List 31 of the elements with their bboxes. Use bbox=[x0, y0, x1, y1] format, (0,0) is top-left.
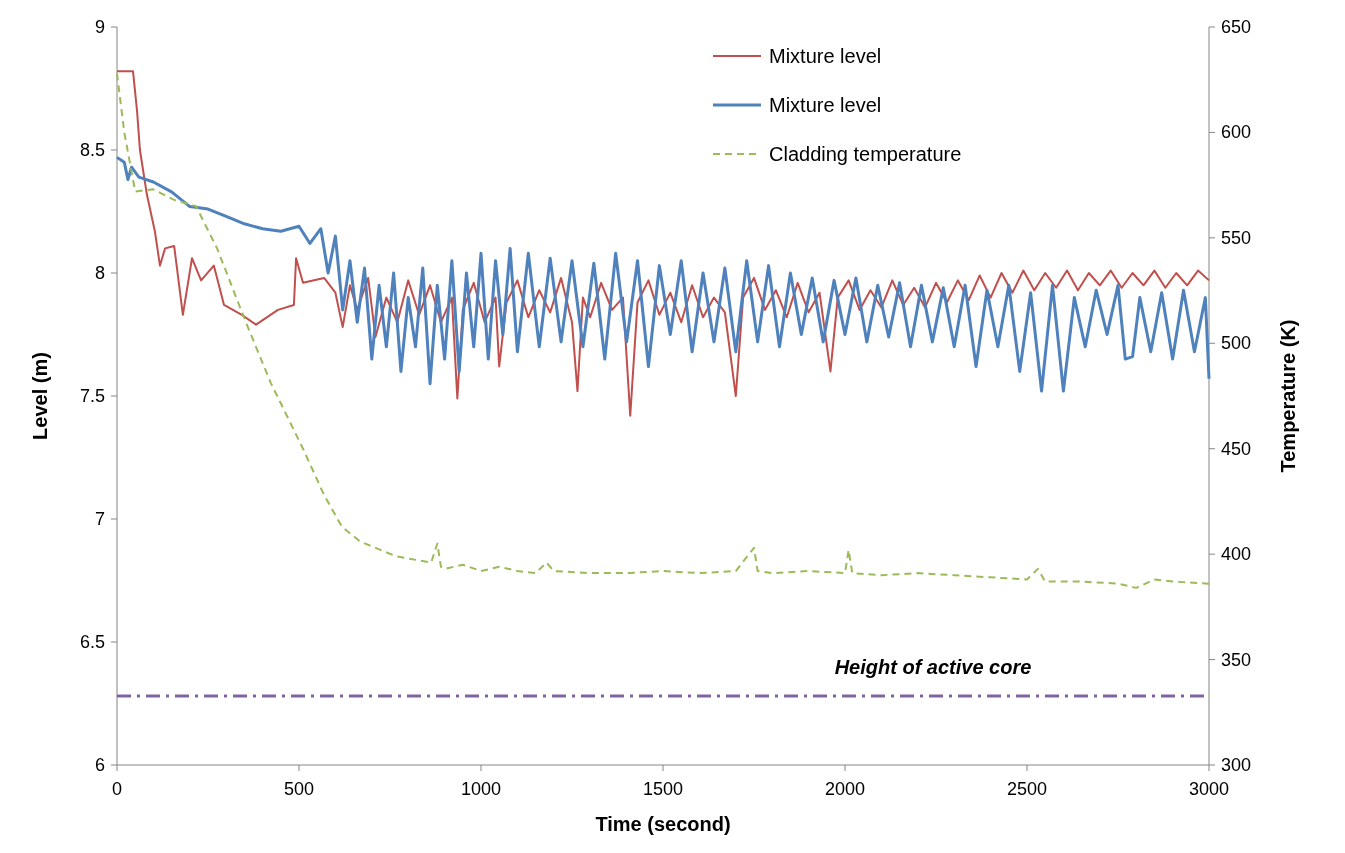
legend-label: Mixture level bbox=[769, 45, 882, 67]
x-tick-label: 2000 bbox=[824, 779, 866, 799]
y2-tick-label: 400 bbox=[1221, 544, 1252, 565]
y2-tick-label: 350 bbox=[1221, 649, 1252, 670]
y-tick-label: 7 bbox=[94, 509, 105, 529]
legend-label: Mixture level bbox=[769, 94, 882, 116]
y2-tick-label: 450 bbox=[1221, 438, 1252, 459]
y-tick-label: 8.5 bbox=[79, 140, 105, 160]
x-tick-label: 1500 bbox=[642, 779, 684, 799]
x-tick-label: 3000 bbox=[1188, 779, 1230, 799]
y2-tick-label: 500 bbox=[1221, 333, 1252, 354]
y-tick-label: 7.5 bbox=[79, 386, 105, 406]
x-axis-title: Time (second) bbox=[595, 813, 731, 835]
y2-tick-label: 600 bbox=[1221, 122, 1252, 143]
y2-axis-title: Temperature (K) bbox=[1277, 319, 1299, 473]
line-series bbox=[116, 72, 1210, 589]
y-tick-label: 8 bbox=[94, 263, 105, 283]
ref-line-label: Height of active core bbox=[834, 656, 1032, 679]
y2-tick-label: 300 bbox=[1221, 755, 1252, 775]
x-tick-label: 500 bbox=[283, 779, 315, 799]
line-series bbox=[116, 70, 1210, 417]
legend-label: Cladding temperature bbox=[769, 143, 962, 165]
x-tick-label: 2500 bbox=[1006, 779, 1048, 799]
y2-tick-label: 550 bbox=[1221, 227, 1252, 248]
x-tick-label: 0 bbox=[111, 779, 123, 799]
x-tick-label: 1000 bbox=[460, 779, 502, 799]
y-axis-title: Level (m) bbox=[29, 352, 51, 440]
y2-tick-label: 650 bbox=[1221, 17, 1252, 37]
y-tick-label: 6 bbox=[94, 755, 105, 775]
y-tick-label: 9 bbox=[94, 17, 105, 37]
y-tick-label: 6.5 bbox=[79, 632, 105, 652]
